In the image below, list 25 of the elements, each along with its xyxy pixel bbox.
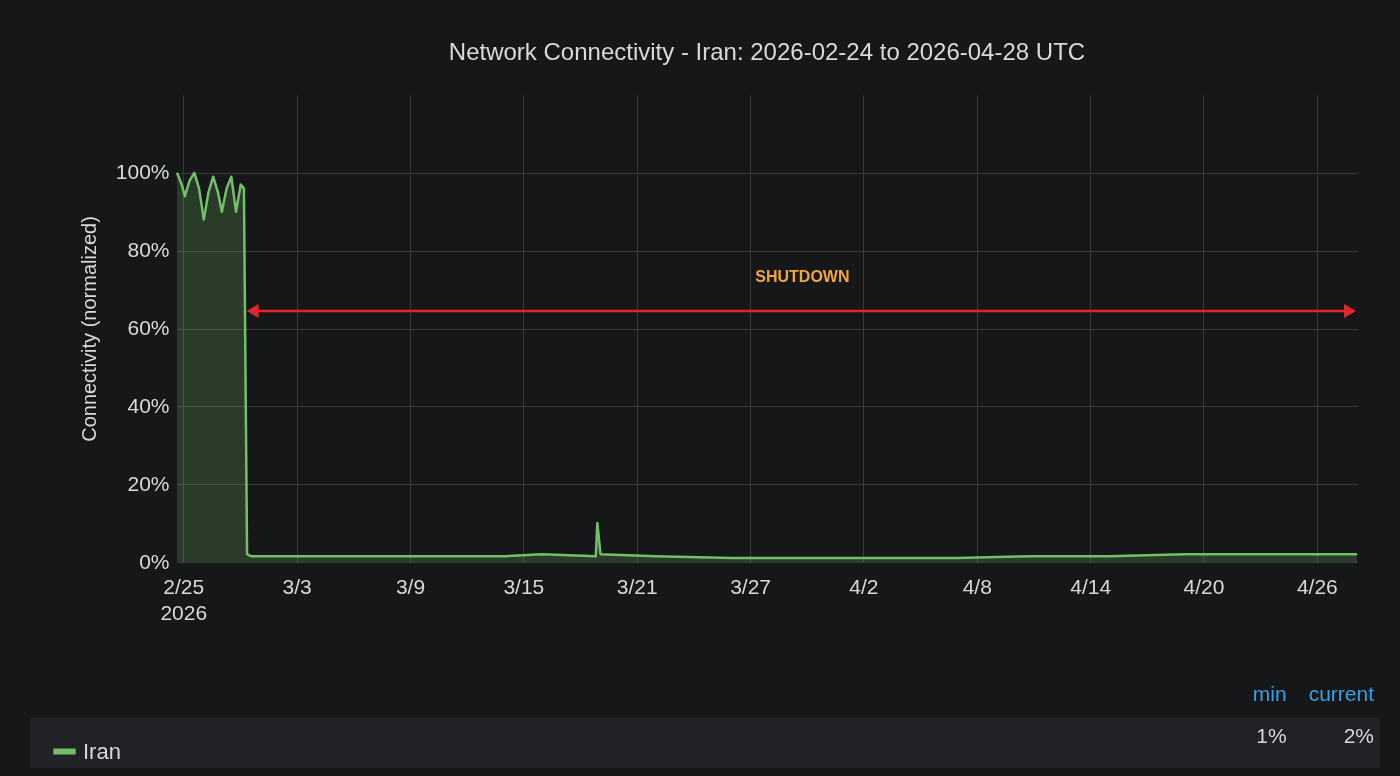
x-tick-label: 3/15 [503, 574, 545, 598]
y-tick-label: 60% [127, 316, 170, 339]
x-tick-label: 3/3 [282, 574, 312, 598]
y-tick-label: 100% [115, 160, 170, 184]
y-tick-label: 0% [139, 549, 170, 573]
x-tick-label: 4/26 [1296, 574, 1338, 598]
y-axis-title: Connectivity (normalized) [77, 216, 100, 442]
x-tick-label: 3/27 [730, 574, 772, 598]
y-tick-label: 40% [127, 393, 170, 417]
text: 2% [1342, 724, 1374, 748]
x-tick-label: 2/25 2026 [160, 574, 208, 624]
x-tick-label: 4/8 [962, 574, 992, 598]
x-tick-label: 4/2 [849, 574, 879, 598]
text: current [1308, 682, 1374, 706]
y-tick-label: 80% [127, 238, 170, 262]
x-tick-label: 4/14 [1070, 574, 1112, 598]
y-tick-label: 20% [127, 471, 170, 495]
x-tick-label: 3/9 [395, 574, 426, 598]
text: 1% [1255, 724, 1287, 748]
x-tick-label: 4/20 [1183, 574, 1225, 598]
annotation: SHUTDOWN [755, 268, 850, 286]
chart-title: Network Connectivity - Iran: 2026-02-24 to 2026-04-28 UTC [448, 38, 1086, 65]
legend-label: Iran [83, 738, 121, 764]
x-tick-label: 3/21 [616, 574, 658, 598]
text: min [1252, 682, 1287, 706]
